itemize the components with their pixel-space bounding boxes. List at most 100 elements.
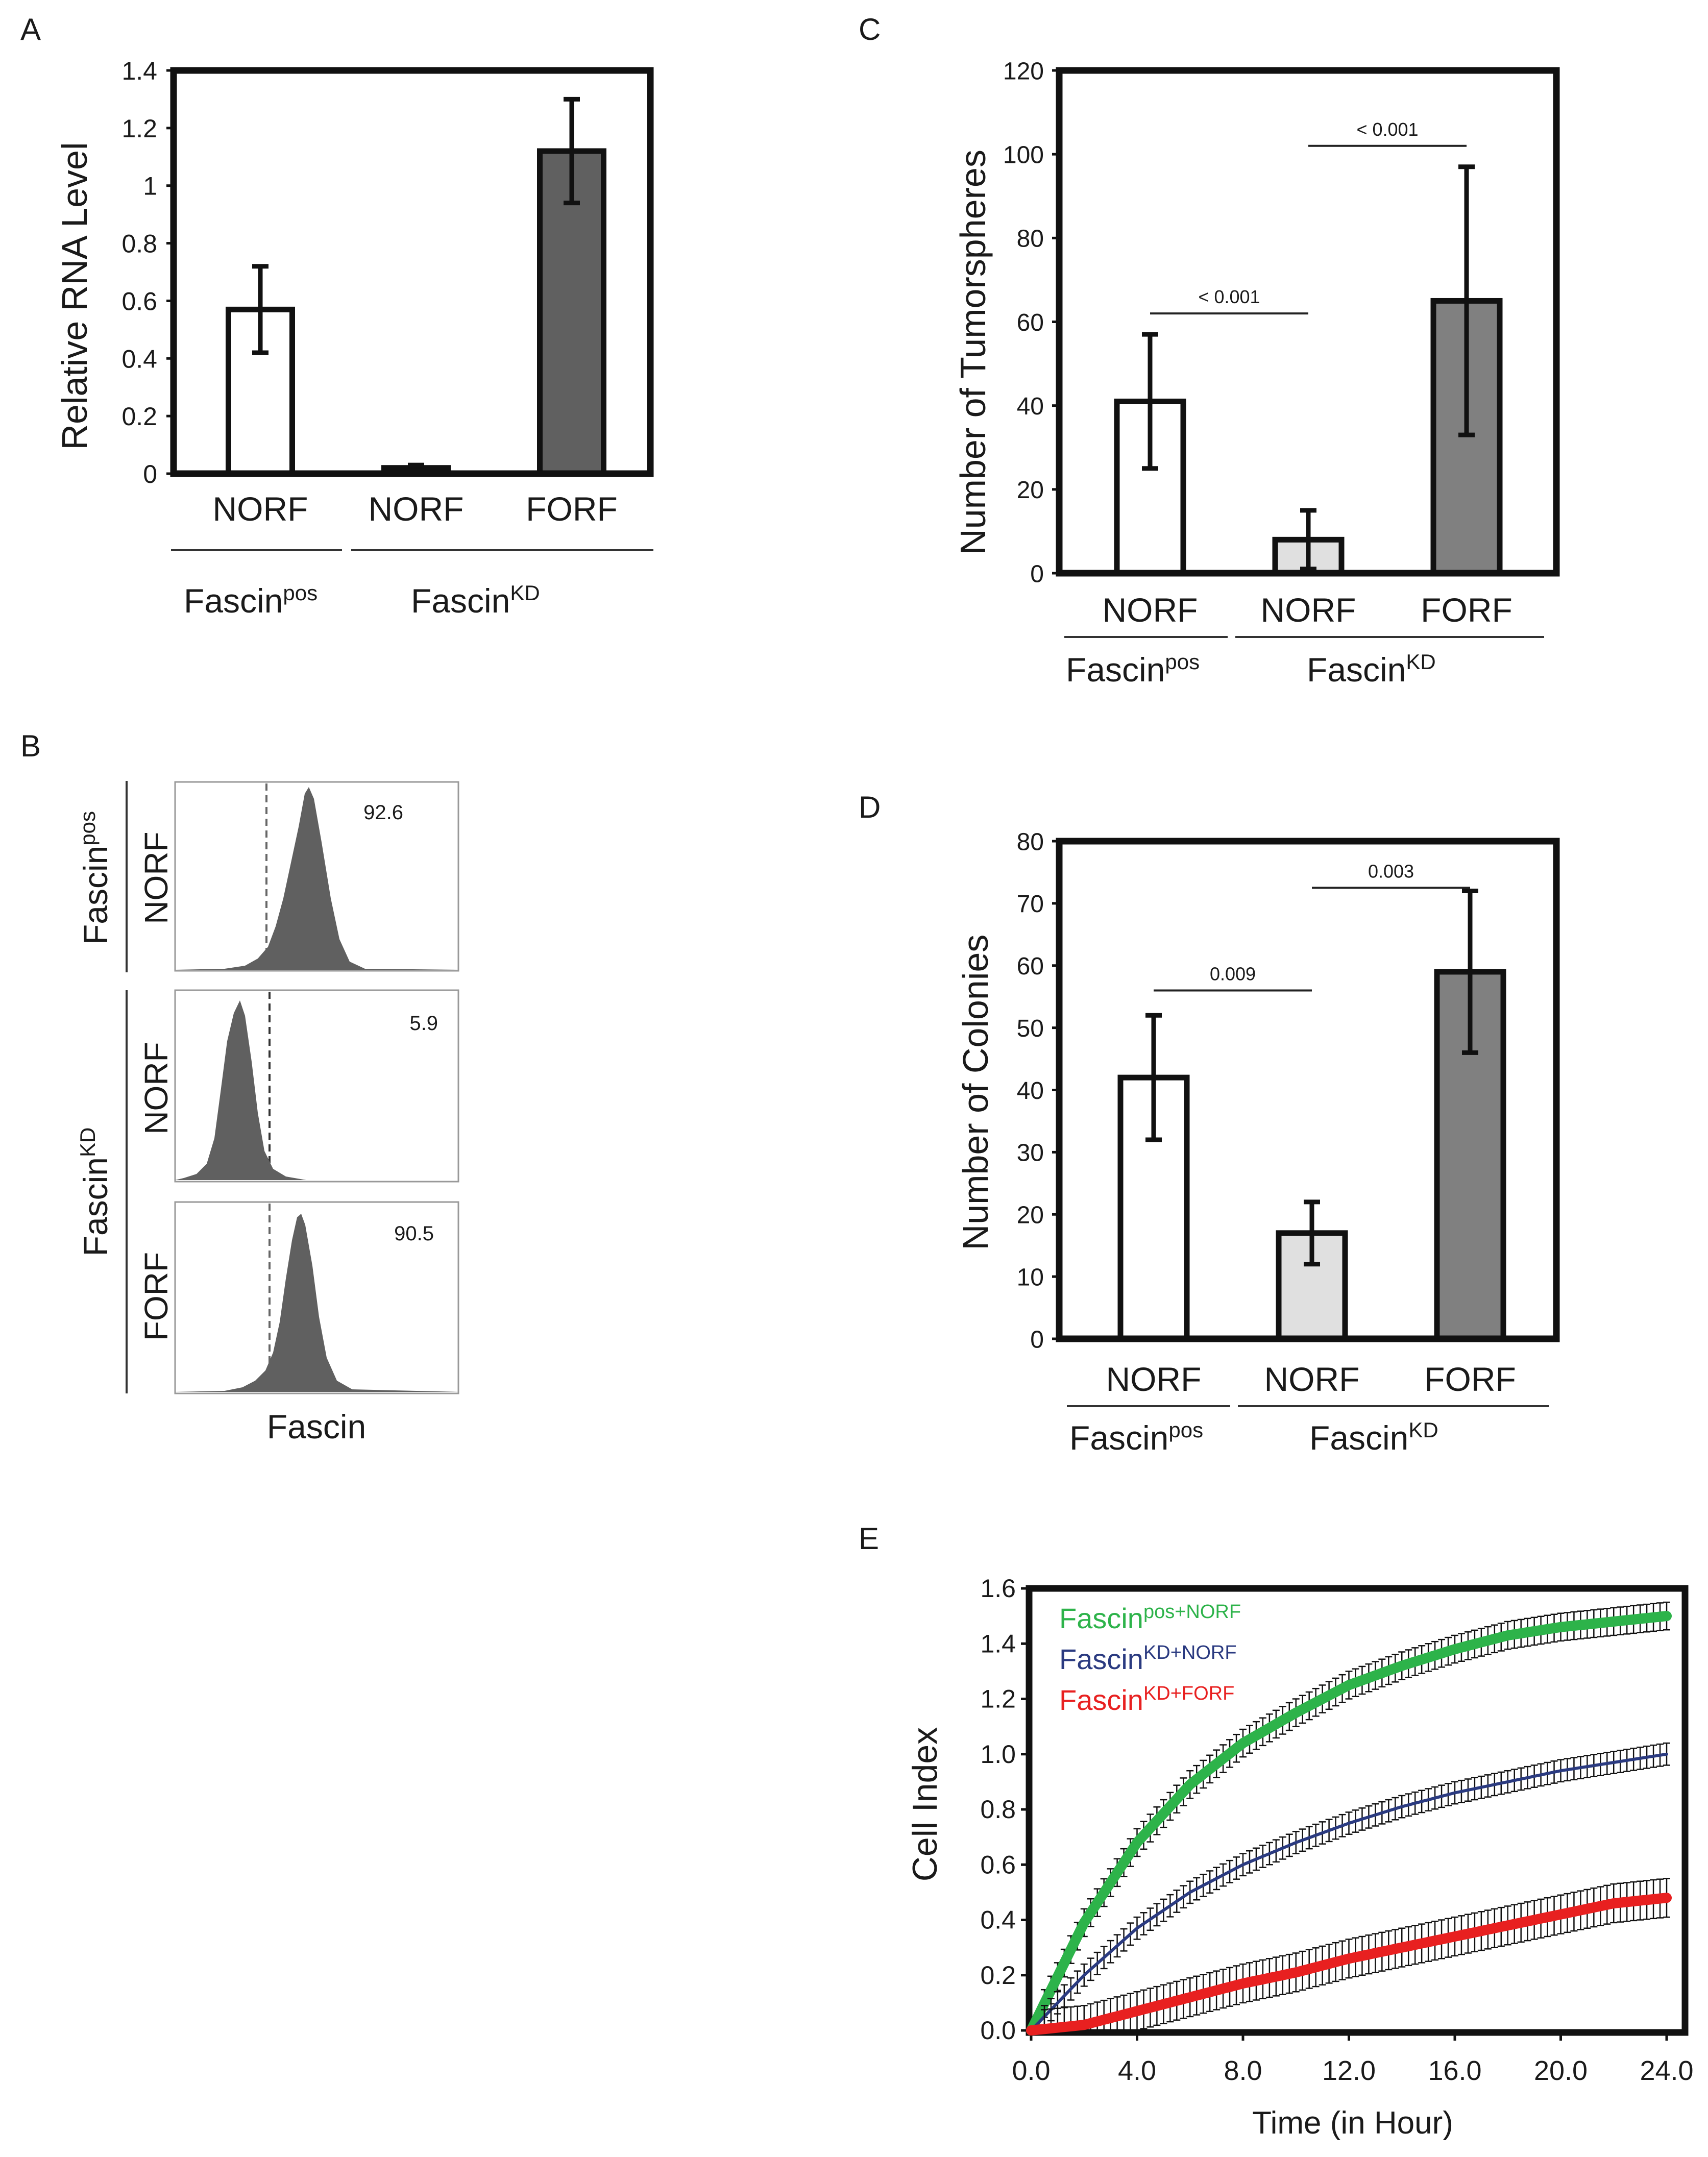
panel-c-ytick-label-5: 100 xyxy=(1003,141,1044,168)
panel-c-label: C xyxy=(859,12,881,46)
panel-b-row1-label: NORF xyxy=(138,831,175,924)
panel-b-histogram-3: 90.5 xyxy=(174,1201,459,1394)
panel-b-value-2: 5.9 xyxy=(409,1012,438,1035)
panel-e-xlabel: Time (in Hour) xyxy=(1252,2105,1453,2141)
panel-c-ylabel: Number of Tumorspheres xyxy=(953,150,993,555)
legend-item-fascin-pos-norf: Fascinpos+NORF xyxy=(1059,1601,1241,1634)
panel-a-ytick-label-5: 1 xyxy=(143,172,157,201)
panel-a-ytick-label-4: 0.8 xyxy=(121,230,157,258)
panel-b-distribution-3 xyxy=(175,1214,458,1392)
panel-b-value-3: 90.5 xyxy=(394,1222,434,1245)
panel-b-xlabel: Fascin xyxy=(267,1408,366,1445)
panel-d-bar-chart: D Number of Colonies 0 10 20 30 40 50 60 70 80 0… xyxy=(859,790,1560,1457)
panel-e-ytick-label-2: 0.4 xyxy=(980,1906,1016,1934)
panel-a-xtick-label-2: FORF xyxy=(526,490,618,528)
legend-item-fascin-kd-forf: FascinKD+FORF xyxy=(1059,1683,1234,1716)
panel-d-group-kd: FascinKD xyxy=(1309,1418,1438,1457)
panel-e-xtick-label-6: 24.0 xyxy=(1640,2055,1693,2086)
panel-d-bracket-label-1: 0.003 xyxy=(1368,861,1414,881)
panel-c-ytick-label-6: 120 xyxy=(1003,58,1044,85)
panel-d-ytick-label-0: 0 xyxy=(1030,1326,1044,1353)
panel-b-row3-label: FORF xyxy=(138,1252,175,1341)
panel-b-distribution-2 xyxy=(175,1000,306,1180)
panel-b-histogram-2: 5.9 xyxy=(174,989,459,1183)
panel-b-flow-cytometry: B Fascinpos FascinKD NORF NORF FORF 92.6… xyxy=(20,729,459,1445)
panel-d-frame xyxy=(1056,838,1560,1342)
panel-d-ytick-label-6: 60 xyxy=(1017,953,1044,980)
panel-c-ytick-label-2: 40 xyxy=(1017,393,1044,420)
panel-b-distribution-1 xyxy=(175,787,458,970)
panel-d-ytick-label-1: 10 xyxy=(1017,1264,1044,1291)
panel-c-bar-chart: C Number of Tumorspheres 0 20 40 60 80 100 120… xyxy=(859,12,1560,689)
panel-c-frame xyxy=(1056,67,1560,577)
panel-b-group-kd: FascinKD xyxy=(76,1127,114,1257)
panel-c-ytick-label-4: 80 xyxy=(1017,226,1044,253)
panel-e-line-chart: E Cell Index 0.0 0.2 0.4 0.6 0.8 1.0 1.2 1.4 1.6… xyxy=(859,1522,1694,2141)
panel-d-ytick-label-7: 70 xyxy=(1017,891,1044,918)
panel-e-series-1 xyxy=(1030,1742,1670,2032)
panel-e-xtick-label-5: 20.0 xyxy=(1534,2055,1588,2086)
panel-e-ytick-label-0: 0.0 xyxy=(980,2016,1016,2045)
panel-a-group-kd: FascinKD xyxy=(411,581,540,620)
panel-a-ytick-label-7: 1.4 xyxy=(121,57,157,85)
panel-d-ytick-label-5: 50 xyxy=(1017,1015,1044,1042)
panel-b-row2-label: NORF xyxy=(138,1042,175,1134)
panel-c-ytick-label-3: 60 xyxy=(1017,309,1044,336)
legend-item-fascin-kd-norf: FascinKD+NORF xyxy=(1059,1642,1237,1675)
panel-c-ytick-label-0: 0 xyxy=(1030,560,1044,587)
panel-d-ytick-label-3: 30 xyxy=(1017,1140,1044,1167)
panel-b-histogram-1: 92.6 xyxy=(174,781,459,972)
panel-e-ytick-label-6: 1.2 xyxy=(980,1685,1016,1713)
panel-d-label: D xyxy=(859,790,881,824)
panel-a-ytick-label-6: 1.2 xyxy=(121,114,157,143)
panel-e-ylabel: Cell Index xyxy=(906,1727,944,1881)
panel-e-ytick-label-7: 1.4 xyxy=(980,1629,1016,1658)
panel-e-label: E xyxy=(859,1522,879,1556)
panel-d-xtick-label-0: NORF xyxy=(1106,1360,1202,1398)
panel-e-ytick-label-5: 1.0 xyxy=(980,1740,1016,1769)
panel-c-bracket-label-1: < 0.001 xyxy=(1356,119,1418,140)
panel-e-xtick-label-0: 0.0 xyxy=(1012,2055,1050,2086)
panel-b-value-1: 92.6 xyxy=(363,801,403,824)
panel-a-group-pos: Fascinpos xyxy=(184,581,318,620)
panel-d-group-pos: Fascinpos xyxy=(1069,1418,1203,1457)
panel-c-xtick-label-2: FORF xyxy=(1421,591,1512,629)
panel-c-ytick-label-1: 20 xyxy=(1017,477,1044,504)
panel-c-bracket-label-0: < 0.001 xyxy=(1198,286,1260,307)
panel-a-ylabel: Relative RNA Level xyxy=(55,142,94,450)
panel-d-ytick-label-2: 20 xyxy=(1017,1202,1044,1229)
panel-e-series-0 xyxy=(1026,1601,1672,2036)
panel-e-ytick-label-1: 0.2 xyxy=(980,1961,1016,1990)
panel-c-group-pos: Fascinpos xyxy=(1066,650,1200,689)
panel-e-ytick-label-4: 0.8 xyxy=(980,1795,1016,1824)
panel-e-xtick-label-2: 8.0 xyxy=(1224,2055,1262,2086)
panel-e-line-1 xyxy=(1030,1752,1668,2032)
panel-c-xtick-label-1: NORF xyxy=(1261,591,1356,629)
panel-e-legend: Fascinpos+NORF FascinKD+NORF FascinKD+FO… xyxy=(1059,1601,1241,1716)
panel-c-group-kd: FascinKD xyxy=(1307,650,1436,689)
panel-a-xtick-label-1: NORF xyxy=(369,490,464,528)
panel-c-xtick-label-0: NORF xyxy=(1103,591,1198,629)
panel-a-ytick-label-2: 0.4 xyxy=(121,345,157,373)
panel-e-series-2 xyxy=(1026,1878,1672,2036)
panel-e-xtick-label-3: 12.0 xyxy=(1322,2055,1376,2086)
panel-a-label: A xyxy=(20,12,41,46)
panel-e-line-2 xyxy=(1026,1893,1672,2036)
panel-b-group-pos: Fascinpos xyxy=(76,811,114,945)
panel-a-ytick-label-0: 0 xyxy=(143,460,157,488)
panel-d-ylabel: Number of Colonies xyxy=(956,935,995,1251)
panel-e-xtick-label-4: 16.0 xyxy=(1428,2055,1481,2086)
panel-e-ytick-label-8: 1.6 xyxy=(980,1574,1016,1603)
panel-e-line-0 xyxy=(1026,1611,1672,2036)
panel-a-ytick-label-3: 0.6 xyxy=(121,287,157,315)
panel-d-ytick-label-4: 40 xyxy=(1017,1077,1044,1105)
panel-a-bar-chart: A Relative RNA Level 0 0.2 0.4 0.6 0.8 1 1.2 1.… xyxy=(20,12,654,620)
panel-a-xtick-label-0: NORF xyxy=(213,490,308,528)
panel-d-xtick-label-2: FORF xyxy=(1424,1360,1516,1398)
panel-b-label: B xyxy=(20,729,41,763)
panel-d-ytick-label-8: 80 xyxy=(1017,828,1044,855)
panel-e-frame xyxy=(1026,1585,1689,2036)
panel-e-ytick-label-3: 0.6 xyxy=(980,1850,1016,1879)
panel-d-xtick-label-1: NORF xyxy=(1264,1360,1360,1398)
